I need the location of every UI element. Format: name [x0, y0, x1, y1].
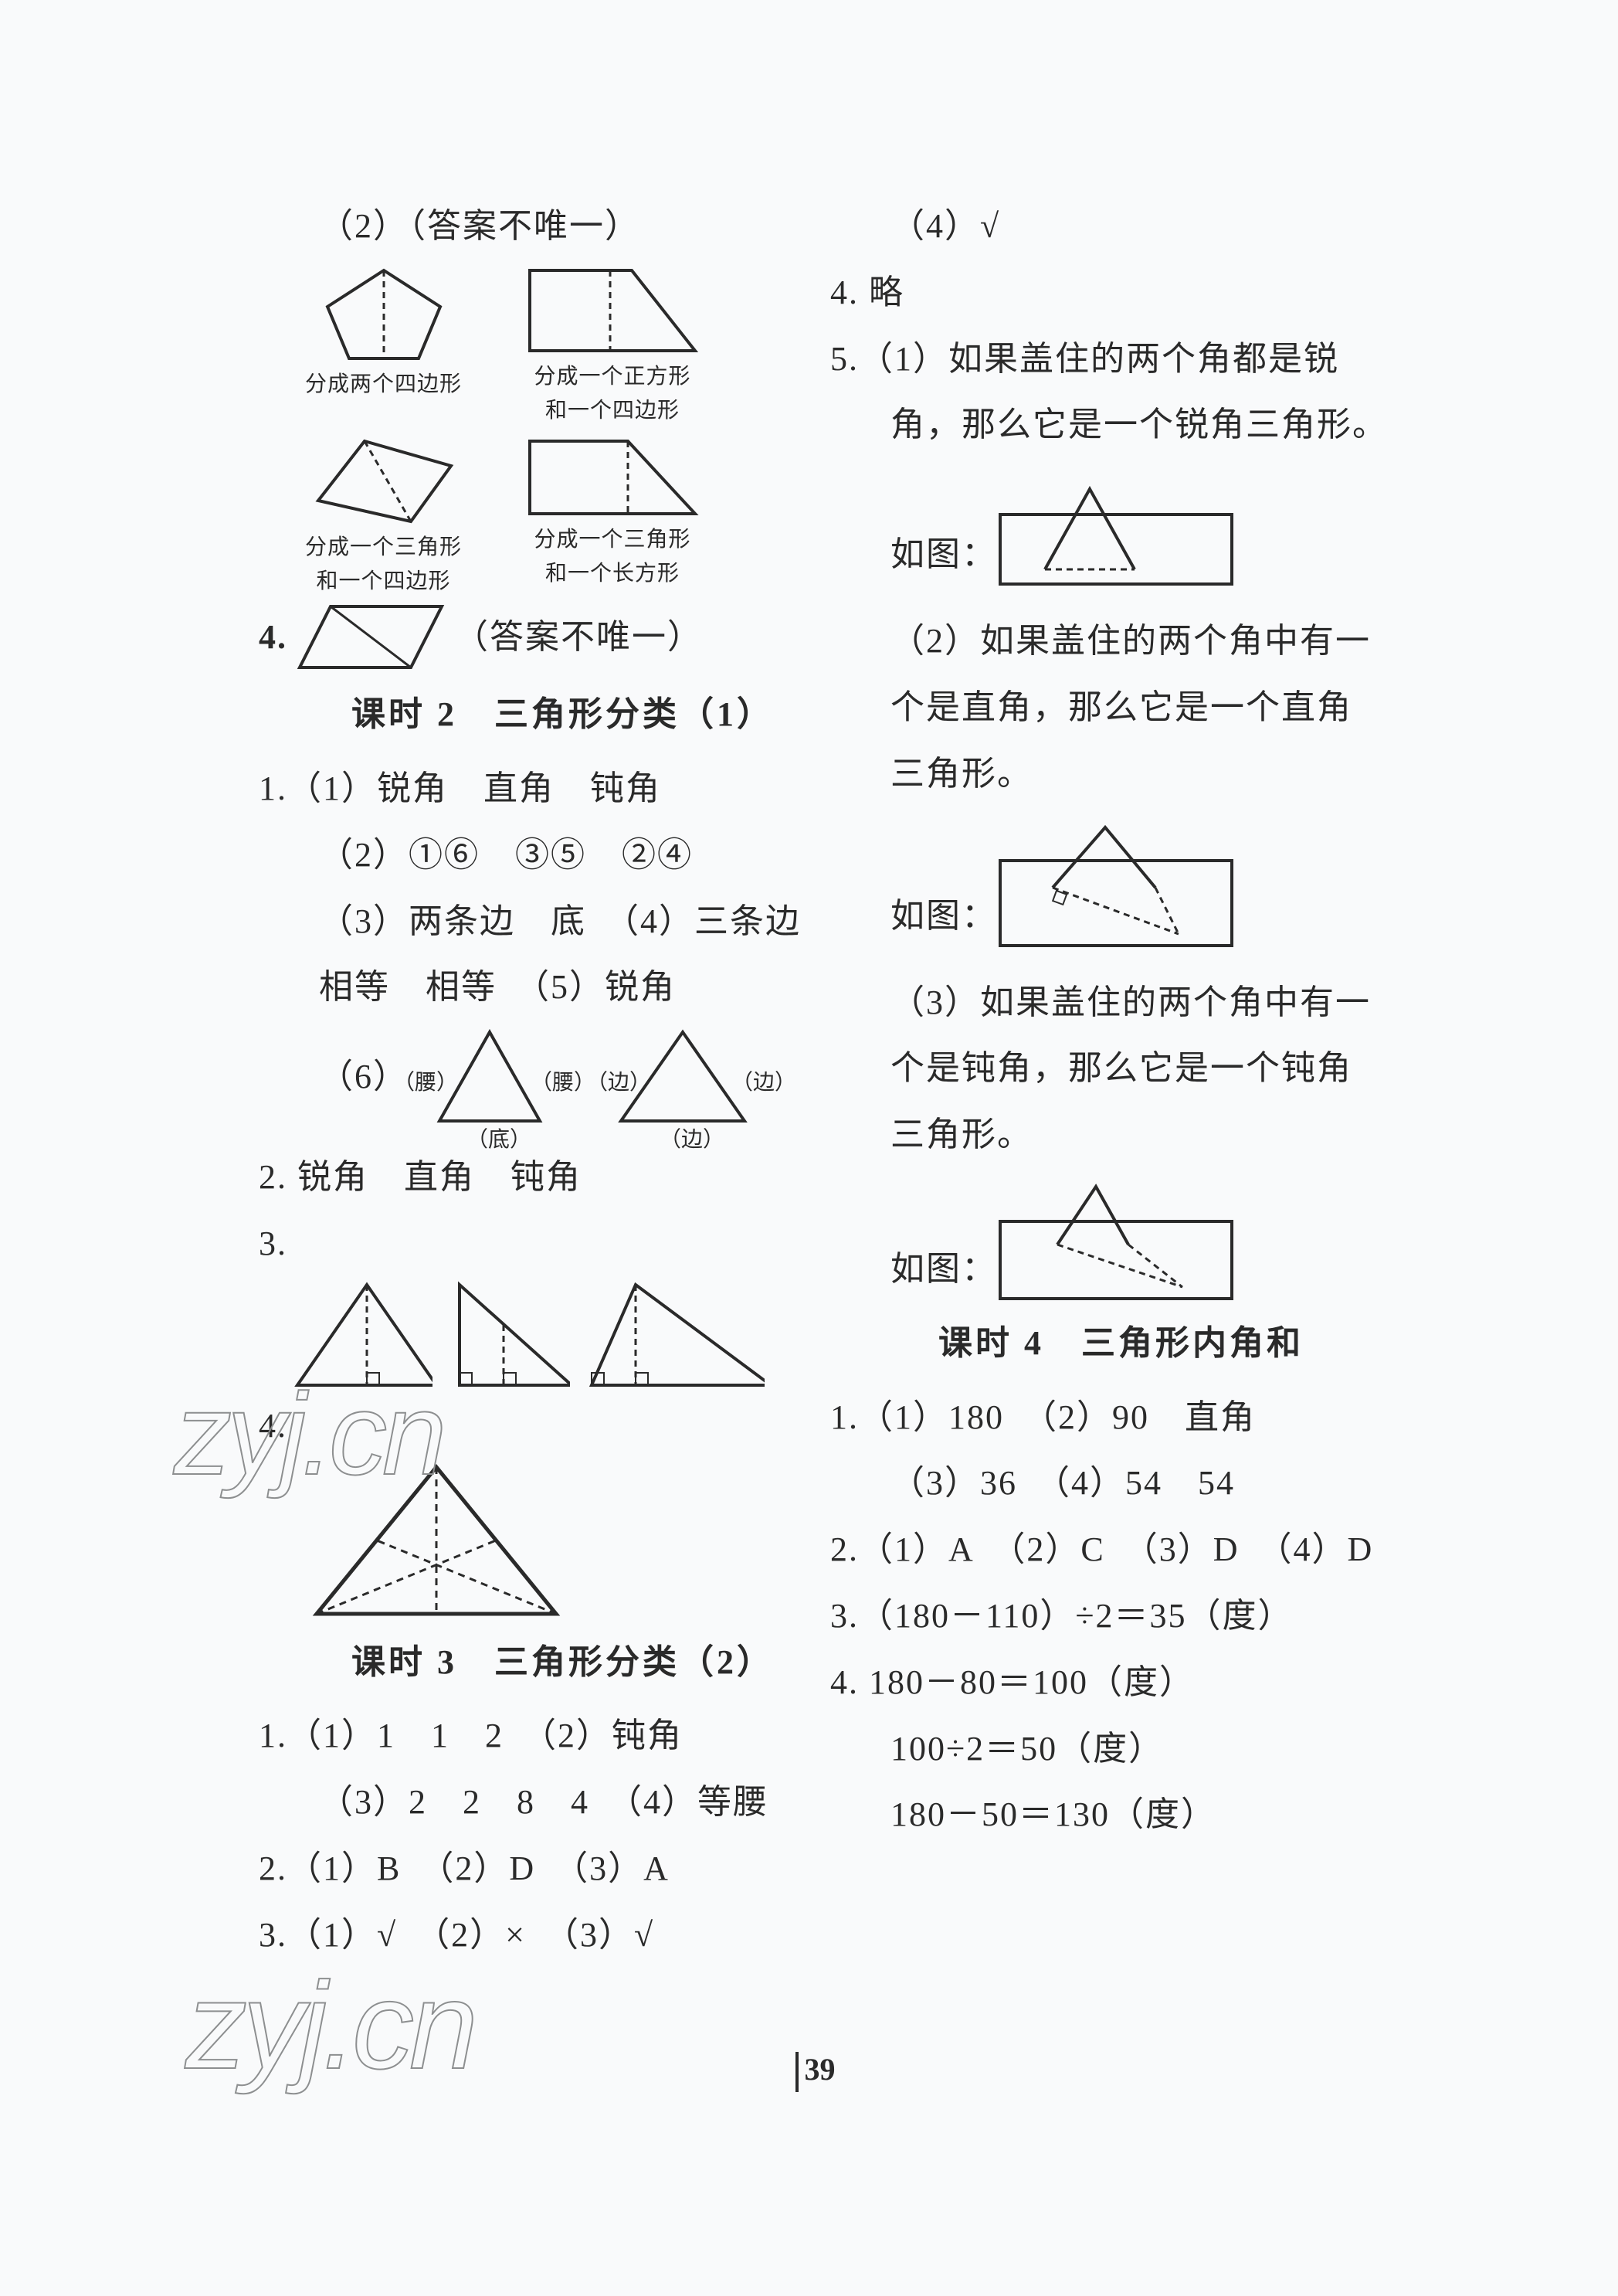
rutu-label-1: 如图： [890, 521, 997, 588]
l2-q3: 3. [259, 1211, 765, 1277]
l4-q3: 3.（180－110）÷2＝35（度） [830, 1583, 1494, 1649]
watermark-2: zyj.cn [185, 1955, 473, 2097]
trapezoid-rect-split: 分成一个三角形 和一个长方形 [524, 435, 701, 596]
r-q5-3b: 个是钝角，那么它是一个钝角 [830, 1035, 1494, 1102]
l2-q4: 4. [259, 1393, 765, 1459]
q4-suffix: （答案不唯一） [454, 604, 703, 671]
lbl-bian-r: （边） [731, 1065, 796, 1096]
shape-row-1: 分成两个四边形 分成一个正方形 和一个四边形 [259, 264, 765, 426]
r-q5-1a: 5.（1）如果盖住的两个角都是锐 [830, 326, 1494, 392]
isoceles-tri-labeled: （腰） （腰） （底） [409, 1021, 571, 1144]
caption-d2: 和一个长方形 [545, 560, 680, 588]
l4-q1-2: （3）36 （4）54 54 [830, 1450, 1494, 1517]
fig-obtuse-box [997, 1179, 1236, 1303]
trap1-svg [524, 264, 701, 357]
rutu-1: 如图： [830, 472, 1494, 588]
left-column: （2）（答案不唯一） 分成两个四边形 分成一个正方形 和一个四边 [0, 193, 795, 1968]
trap2-svg [524, 435, 701, 520]
l3-q1-1: 1.（1）1 1 2 （2）钝角 [259, 1703, 765, 1769]
page-num-divider [795, 2052, 799, 2092]
caption: 分成两个四边形 [305, 371, 462, 399]
r-q3-4: （4）√ [830, 193, 1494, 260]
two-column-layout: （2）（答案不唯一） 分成两个四边形 分成一个正方形 和一个四边 [0, 193, 1618, 1968]
lbl-yao-l: （腰） [393, 1065, 458, 1096]
fig-acute-box [997, 472, 1236, 588]
r-q5-2c: 三角形。 [830, 741, 1494, 807]
caption-d1: 分成一个三角形 [534, 526, 691, 554]
rutu-3: 如图： [830, 1179, 1494, 1303]
lbl-bian-l: （边） [586, 1065, 651, 1096]
l2-q2: 2. 锐角 直角 钝角 [259, 1144, 765, 1211]
l2-q1-3: （3）两条边 底 （4）三条边 [259, 888, 765, 955]
l2-q1-4: 相等 相等 （5）锐角 [259, 954, 765, 1021]
trapezoid-square-split: 分成一个正方形 和一个四边形 [524, 264, 701, 426]
lesson3-title: 课时 3 三角形分类（2） [259, 1622, 765, 1703]
l4-q4-2: 100÷2＝50（度） [830, 1716, 1494, 1782]
r-q5-2b: 个是直角，那么它是一个直角 [830, 674, 1494, 741]
q4-line: 4. （答案不唯一） [259, 600, 765, 674]
prism-svg [310, 435, 457, 528]
r-q5-3c: 三角形。 [830, 1102, 1494, 1168]
tri-obtuse-height [585, 1277, 765, 1393]
tri-right-height [448, 1277, 570, 1393]
big-tri-svg [305, 1459, 568, 1622]
right-column: （4）√ 4. 略 5.（1）如果盖住的两个角都是锐 角，那么它是一个锐角三角形… [795, 193, 1618, 1968]
l3-q1-2: （3）2 2 8 4 （4）等腰 [259, 1769, 765, 1836]
lbl-bian-b: （边） [660, 1123, 724, 1153]
lesson2-title: 课时 2 三角形分类（1） [259, 674, 765, 756]
parallelogram-svg [293, 600, 448, 674]
l4-q1-1: 1.（1）180 （2）90 直角 [830, 1384, 1494, 1451]
caption-c2: 和一个四边形 [317, 568, 451, 596]
page: （2）（答案不唯一） 分成两个四边形 分成一个正方形 和一个四边 [0, 0, 1618, 2296]
caption-c1: 分成一个三角形 [305, 534, 462, 562]
l4-q4-3: 180－50＝130（度） [830, 1781, 1494, 1848]
shape-row-2: 分成一个三角形 和一个四边形 分成一个三角形 和一个长方形 [259, 435, 765, 596]
prism-shape: 分成一个三角形 和一个四边形 [305, 435, 462, 596]
pentagon-split: 分成两个四边形 [305, 264, 462, 426]
l4-q2: 2.（1）A （2）C （3）D （4）D [830, 1517, 1494, 1583]
q4-num: 4. [259, 604, 287, 671]
l2-q1-6-prefix: （6） [259, 1021, 409, 1110]
q4-big-tri [259, 1459, 765, 1622]
page-number: 39 [805, 2051, 836, 2087]
l2-q1-6-row: （6） （腰） （腰） （底） （边） （边） （边） [259, 1021, 765, 1144]
equilateral-tri-labeled: （边） （边） （边） [602, 1021, 764, 1144]
l3-q3: 3.（1）√ （2）× （3）√ [259, 1902, 765, 1968]
rutu-2: 如图： [830, 818, 1494, 949]
caption-b1: 分成一个正方形 [534, 363, 691, 391]
r-q5-3a: （3）如果盖住的两个角中有一 [830, 970, 1494, 1036]
tri-acute-height [290, 1277, 432, 1393]
l3-q2: 2.（1）B （2）D （3）A [259, 1836, 765, 1902]
r-q4: 4. 略 [830, 260, 1494, 326]
r-q5-1b: 角，那么它是一个锐角三角形。 [830, 392, 1494, 458]
l4-q4-1: 4. 180－80＝100（度） [830, 1649, 1494, 1716]
r-q5-2a: （2）如果盖住的两个角中有一 [830, 608, 1494, 674]
l2-q1-2: （2）①⑥ ③⑤ ②④ [259, 822, 765, 888]
rutu-label-2: 如图： [890, 883, 997, 949]
fig-right-box [997, 818, 1236, 949]
q-intro: （2）（答案不唯一） [259, 193, 765, 260]
q3-triangles-row [259, 1277, 765, 1393]
l2-q1-1: 1.（1）锐角 直角 钝角 [259, 756, 765, 822]
caption-b2: 和一个四边形 [545, 397, 680, 425]
lbl-di: （底） [466, 1123, 531, 1153]
rutu-label-3: 如图： [890, 1236, 997, 1303]
lesson4-title: 课时 4 三角形内角和 [830, 1303, 1494, 1384]
pentagon-svg [318, 264, 449, 365]
